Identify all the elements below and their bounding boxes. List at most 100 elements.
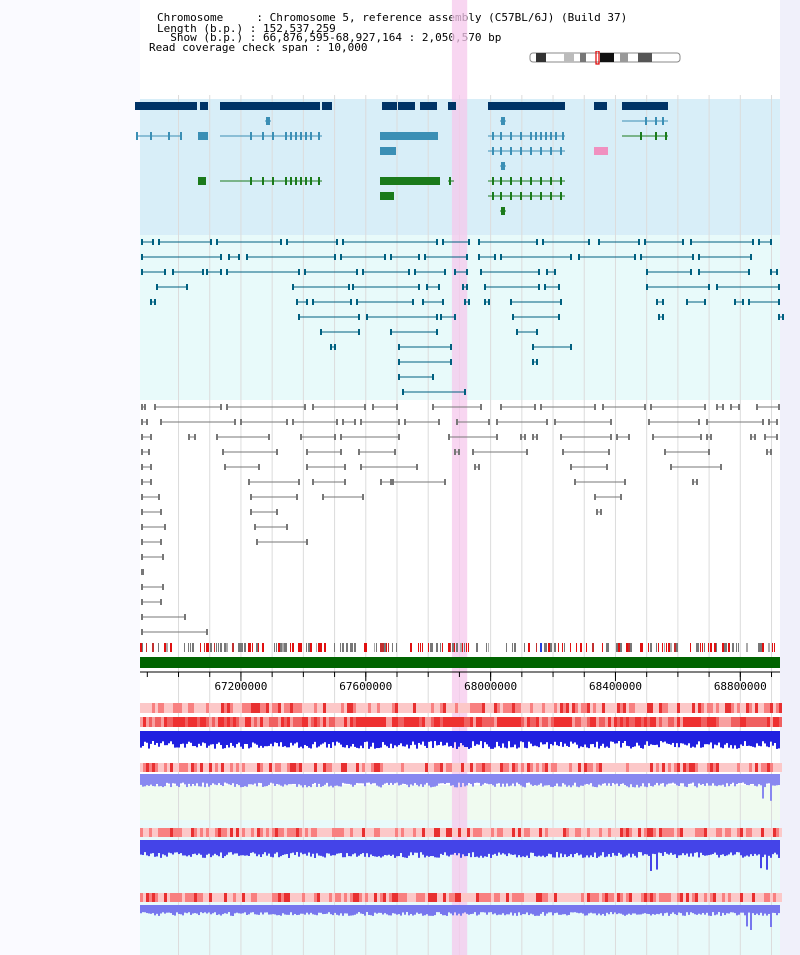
msm-pol-sra-cell: [185, 763, 188, 772]
dbsnp-cell: [323, 703, 326, 713]
dbsnp-track-label[interactable]: dbSNP(Mouse): [54, 700, 134, 713]
msm-capillary-depth-bar: [254, 731, 256, 744]
jf1-trim-depth-bar: [652, 905, 654, 915]
msm-pol-sra-cell: [482, 763, 485, 772]
msm-bac-end: [141, 239, 143, 245]
jf1-sra-depth-bar: [362, 840, 364, 854]
jf1-pol-cell: [155, 828, 158, 837]
msm-b6-pol-label[interactable]: MSM/B6 pol.: [61, 715, 134, 728]
jf1-pol-cell: [422, 828, 425, 837]
msm-pol-cell: [629, 717, 632, 727]
dbsnp-cell: [194, 703, 197, 713]
gene-exon: [300, 132, 302, 140]
msm-capillary-depth-bar: [342, 731, 344, 748]
repeat-element: [320, 643, 322, 652]
jf1-pol-trim-cell: [359, 893, 362, 902]
jf1-b6-pol-label[interactable]: JF1/B6 pol.: [61, 825, 134, 838]
msm-pol-sra-cell: [332, 763, 335, 772]
jf1-pol-cell: [386, 828, 389, 837]
gene-exon: [250, 132, 252, 140]
msm-pol-sra-cell: [548, 763, 551, 772]
msm-pol-cell: [506, 717, 509, 727]
chromosome-track-label[interactable]: chromosome 5: [54, 655, 134, 668]
jf1-pol-cell: [275, 828, 278, 837]
msm-capillary-depth-bar: [740, 731, 742, 745]
jf1-b6-pol-trim-label[interactable]: JF1/B6 pol.: [61, 890, 134, 903]
jf1-trim-depth-bar: [200, 905, 202, 913]
gene-exon: [262, 177, 264, 185]
jf1-pol-cell: [149, 828, 152, 837]
jf1-sra-depth-bar: [354, 840, 356, 854]
msm-pol-cell: [752, 717, 755, 727]
dbsnp-cell: [683, 703, 686, 713]
repeat-element: [714, 643, 716, 652]
jf1-sra-depth-bar: [278, 840, 280, 858]
refseq-track-label[interactable]: RefSeq Genes: [54, 160, 134, 173]
jf1-trim-depth-bar: [776, 905, 778, 916]
msm-capillary-depth-bar: [318, 731, 320, 747]
msm-pol-sra-cell: [233, 763, 236, 772]
dbsnp-cell: [755, 703, 758, 713]
msm-pol-cell: [779, 717, 782, 727]
jf1-pol-cell: [620, 828, 623, 837]
b6n-bac-end: [141, 629, 143, 635]
repeat-element: [690, 643, 691, 652]
jf1-pol-cell: [197, 828, 200, 837]
jf1-pol-cell: [368, 828, 371, 837]
msm-capillary-depth-bar: [736, 731, 738, 749]
msm-bac-track-label[interactable]: MSM BAC end pairs: [21, 310, 134, 323]
msm-pol-sra-cell: [767, 763, 770, 772]
jf1-sra-depth-bar: [160, 840, 162, 858]
jf1-pol-trim-cell: [428, 893, 431, 902]
msm-capillary-depth-bar: [320, 731, 322, 745]
jf1-trim-depth-bar: [294, 905, 296, 914]
msm-sra-depth-bar: [766, 774, 768, 784]
msm-sra-depth-bar: [722, 774, 724, 785]
jf1-trim-depth-bar: [730, 905, 732, 913]
msm-capillary-depth-bar: [618, 731, 620, 742]
jf1-trim-depth-bar: [578, 905, 580, 914]
jf1-trim-depth-bar: [546, 905, 548, 914]
msm-pol-sra-cell: [404, 763, 407, 772]
jf1-pol-trim-cell: [641, 893, 644, 902]
dbsnp-cell: [266, 703, 269, 713]
msm-pol-cell: [221, 717, 224, 727]
gene-block: [198, 132, 208, 140]
jf1-trim-depth-bar: [700, 905, 702, 915]
dbsnp-cell: [434, 703, 437, 713]
jf1-trim-depth-bar: [226, 905, 228, 914]
b6n-bac-end: [610, 419, 612, 425]
msm-pol-sra-cell: [671, 763, 674, 772]
dbsnp-cell: [338, 703, 341, 713]
jf1-trim-depth-bar: [378, 905, 380, 913]
jf1-trim-depth-bar: [774, 905, 776, 913]
jf1-pol-trim-cell: [494, 893, 497, 902]
msm-sra-depth-bar: [434, 774, 436, 787]
msm-pol-cell: [140, 717, 143, 727]
jf1-sra-depth-bar: [326, 840, 328, 854]
msm-pol-cell: [152, 717, 155, 727]
b6n-bac-track-label[interactable]: B6N BAC end pairs: [21, 513, 134, 526]
msm-pol-sra-cell: [665, 763, 668, 772]
msm-pol-cell: [722, 717, 725, 727]
msm-capillary-depth-bar: [726, 731, 728, 744]
jf1-sra-depth-bar: [436, 840, 438, 858]
jf1-trim-depth-bar: [642, 905, 644, 914]
dbsnp-cell: [740, 703, 743, 713]
jf1-trim-depth-bar: [470, 905, 472, 915]
msm-pol-cell: [293, 717, 296, 727]
gene-exon: [555, 132, 557, 140]
msm-sra-depth-bar: [280, 774, 282, 786]
repeat-track-label[interactable]: Repeat: [94, 640, 134, 653]
msm-pol-cell: [542, 717, 545, 727]
jf1-trim-depth-bar: [430, 905, 432, 916]
msm-pol-sra-cell: [641, 763, 644, 772]
chromosome-ideogram[interactable]: [528, 51, 688, 65]
msm-b6-pol-sra-label[interactable]: MSM/B6 pol.: [61, 761, 134, 774]
jf1-pol-trim-cell: [653, 893, 656, 902]
jf1-trim-depth-bar: [476, 905, 478, 916]
jf1-sra-depth-bar: [516, 840, 518, 858]
jf1-sra-depth-bar: [452, 840, 454, 855]
msm-sra-depth-bar: [374, 774, 376, 784]
